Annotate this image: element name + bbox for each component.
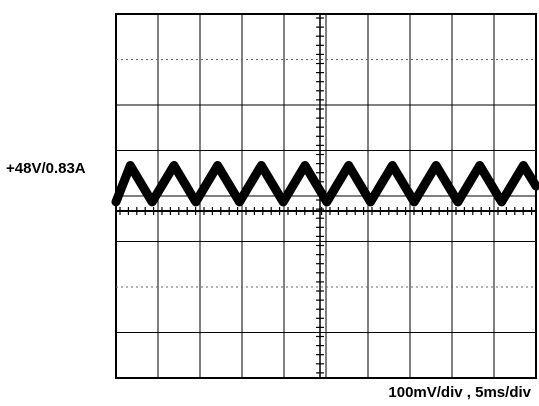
volts-per-div: 100mV/div <box>388 384 463 401</box>
scale-separator: , <box>466 384 471 401</box>
trace-layer <box>111 161 539 207</box>
time-per-div: 5ms/div <box>475 384 531 401</box>
channel-label: +48V/0.83A <box>6 160 86 177</box>
waveform-trace <box>111 161 539 207</box>
scale-label: 100mV/div , 5ms/div <box>388 384 531 401</box>
